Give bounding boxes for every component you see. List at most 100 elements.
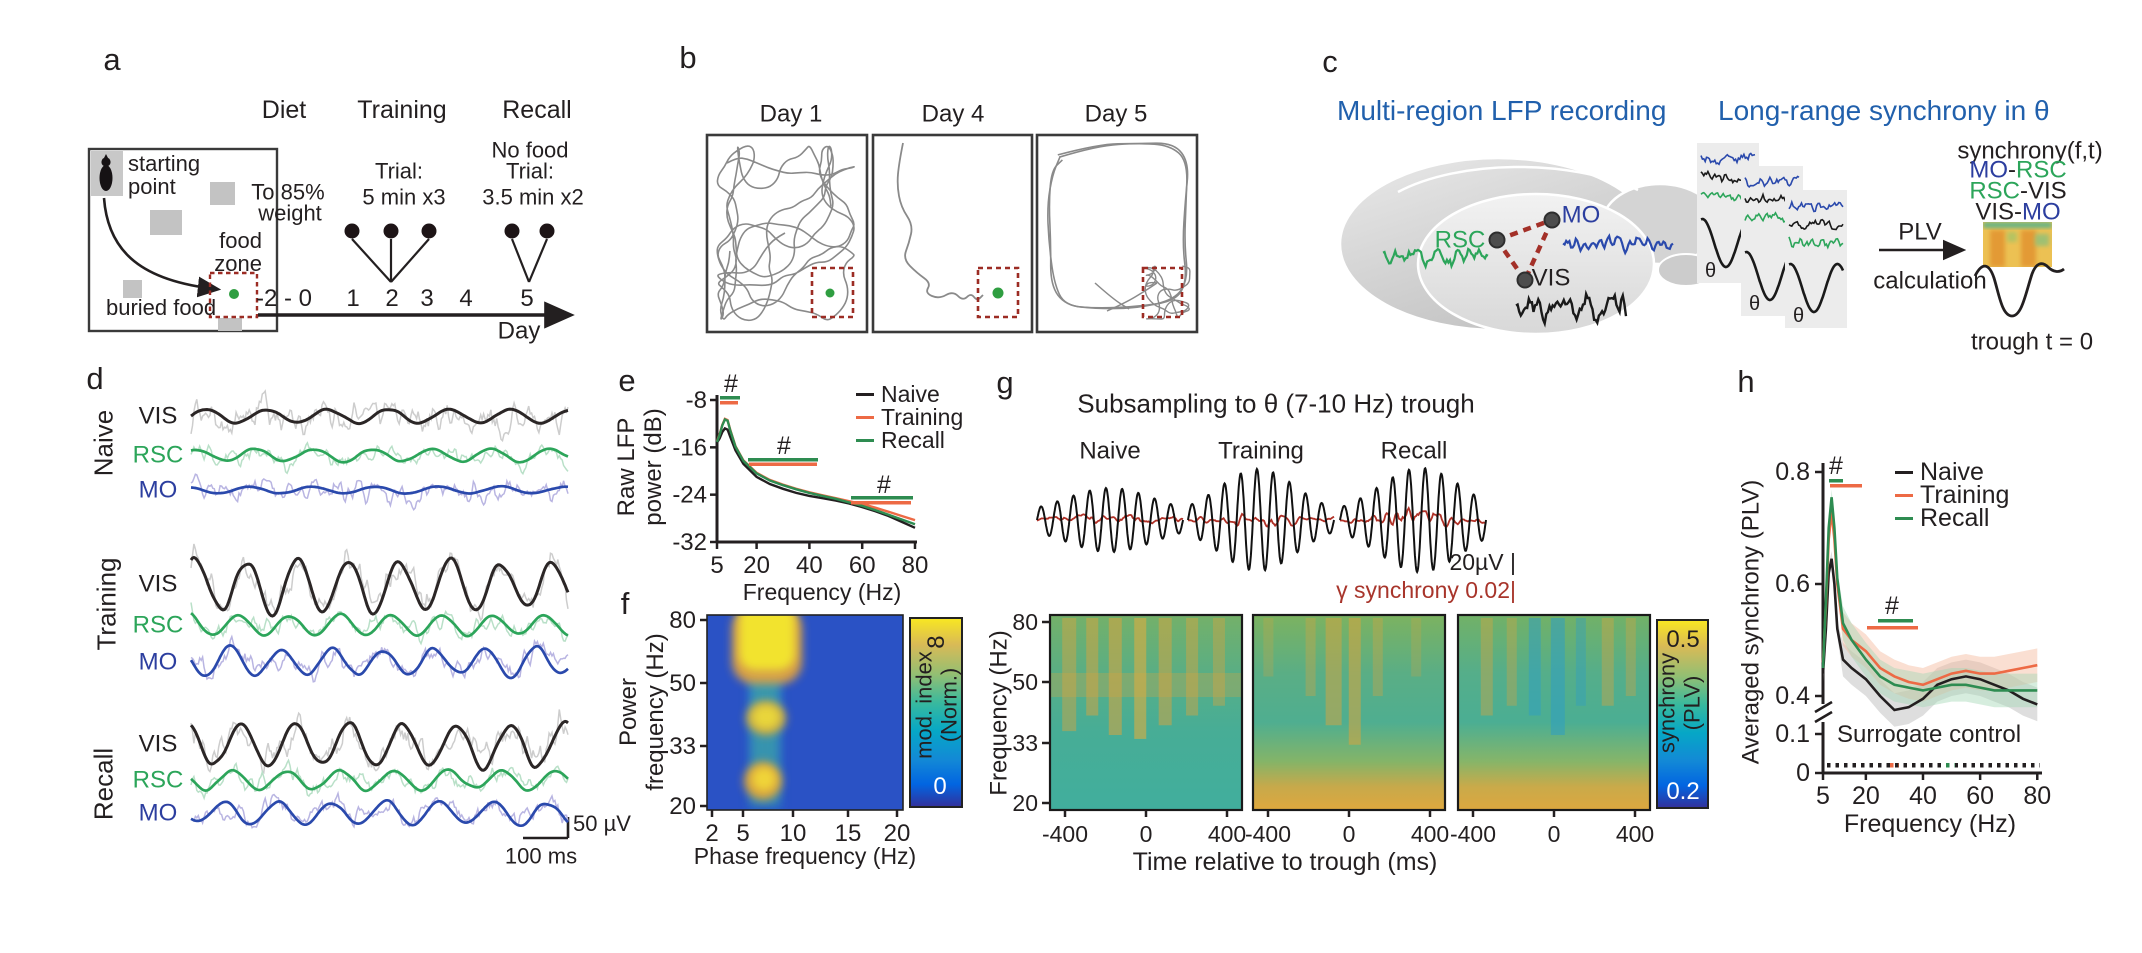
panel-d-letter: d (86, 361, 104, 396)
time-scale-label: 100 ms (504, 843, 578, 869)
svg-text:5: 5 (736, 820, 749, 847)
row-training: Training (91, 557, 122, 651)
g-cond-recall: Recall (1380, 437, 1448, 465)
brain-sulcus (1397, 165, 1639, 194)
diet-note-2: weight (258, 200, 322, 226)
plv-arrow (1879, 239, 1967, 261)
svg-text:0.8: 0.8 (1775, 458, 1810, 486)
svg-text:400: 400 (1616, 821, 1654, 847)
h-xlabel: Frequency (Hz) (1843, 809, 2017, 838)
starting-point-label: starting point (128, 151, 201, 200)
day-axis-label: Day (497, 317, 541, 345)
calculation-label: calculation (1873, 267, 1987, 295)
svg-text:80: 80 (669, 607, 696, 634)
svg-text:400: 400 (1411, 821, 1449, 847)
phase-recall: Recall (502, 95, 572, 124)
mo-electrode (1543, 211, 1561, 229)
svg-text:Surrogate control: Surrogate control (1837, 721, 2021, 748)
rat-icon (99, 154, 113, 191)
vis-electrode (1516, 271, 1534, 289)
channel-label-rsc: RSC (132, 611, 184, 639)
svg-text:50: 50 (669, 670, 696, 697)
g-synchrony-scale: γ synchrony 0.02| (1336, 577, 1516, 603)
pair-mo-rsc: MO-RSC (1969, 157, 2066, 182)
voltage-scale-label: 50 µV (573, 811, 631, 836)
svg-text:-400: -400 (1042, 821, 1088, 847)
theta-packets (1036, 466, 1487, 575)
day1-box (705, 133, 869, 334)
phase-training: Training (357, 95, 447, 124)
channel-label-vis: VIS (138, 730, 178, 758)
pair-part: - (2019, 177, 2028, 205)
legend-item-naive: Naive (1895, 458, 2009, 486)
day5-food-zone (1141, 266, 1184, 319)
svg-text:5: 5 (1816, 782, 1830, 810)
svg-text:5: 5 (520, 285, 533, 312)
plv-label: PLV (1898, 218, 1942, 246)
g-cond-naive: Naive (1079, 437, 1141, 465)
svg-text:0.4: 0.4 (1775, 682, 1810, 710)
diet-note-1: To 85% (251, 179, 325, 205)
food-zone-box (208, 271, 259, 319)
svg-text:0: 0 (1140, 821, 1153, 847)
g-xlabel: Time relative to trough (ms) (1132, 847, 1438, 876)
e-legend: Naive Training Recall (856, 381, 963, 453)
svg-text:80: 80 (902, 552, 929, 579)
legend-item-training: Training (1895, 481, 2009, 509)
pair-part: - (2008, 156, 2016, 184)
lfp-traces (189, 389, 570, 840)
row-naive: Naive (88, 409, 119, 477)
c-left-title: Multi-region LFP recording (1337, 95, 1667, 126)
pair-rsc-vis: RSC-VIS (1969, 178, 2066, 203)
trough-wave (1973, 262, 2065, 318)
day4-food-dot (992, 287, 1004, 299)
svg-text:4: 4 (459, 285, 472, 312)
channel-label-mo: MO (138, 476, 178, 504)
svg-text:θ: θ (1793, 305, 1804, 327)
svg-text:-400: -400 (1450, 821, 1496, 847)
svg-text:θ: θ (1749, 293, 1760, 315)
c-right-title: Long-range synchrony in θ (1718, 95, 2050, 126)
svg-text:2: 2 (385, 285, 398, 312)
svg-text:15: 15 (835, 820, 862, 847)
h-legend: Naive Training Recall (1895, 458, 2009, 532)
svg-text:2: 2 (705, 820, 718, 847)
buried-food-dot (229, 289, 239, 299)
svg-text:400: 400 (1208, 821, 1246, 847)
panel-g-letter: g (996, 365, 1014, 400)
mo-label: MO (1561, 201, 1601, 229)
comodulogram-heatmap (707, 615, 903, 810)
panel-b-letter: b (679, 40, 697, 75)
svg-text:20: 20 (1852, 782, 1880, 810)
svg-text:#: # (724, 370, 738, 398)
svg-text:#: # (1829, 452, 1843, 480)
svg-text:3: 3 (420, 285, 433, 312)
svg-text:60: 60 (849, 552, 876, 579)
arena-schematic (87, 147, 279, 333)
svg-text:#: # (1885, 592, 1899, 620)
svg-text:0.1: 0.1 (1775, 720, 1810, 748)
day1-food-zone (810, 266, 855, 319)
svg-text:0: 0 (1548, 821, 1561, 847)
recall-note-3: 3.5 min x2 (482, 184, 584, 210)
svg-text:33: 33 (669, 733, 696, 760)
g-voltage-scale: 20µV | (1449, 549, 1516, 575)
day4-trajectory (896, 142, 984, 301)
synchrony-mini-heatmap (1983, 222, 2052, 267)
g-colorbar-label: synchrony (PLV) (1654, 652, 1704, 754)
legend-item-recall: Recall (856, 427, 963, 453)
lfp-power-plot: -8 -16 -24 -325 20 40 60 80 # # # (672, 370, 929, 579)
theta-trace-cards: θ θ θ (1697, 143, 1847, 328)
path-arrow (102, 197, 222, 298)
g-ylabel: Frequency (Hz) (985, 630, 1013, 796)
svg-text:0.2: 0.2 (1666, 778, 1699, 805)
comodulogram: 80 50 33 20 2 5 10 15 20 8 0 (669, 607, 963, 847)
f-colorbar-min: 0 (933, 773, 946, 800)
day5-title: Day 5 (1084, 100, 1148, 128)
recall-note-1: No food (491, 137, 569, 163)
day5-box (1035, 133, 1199, 334)
svg-text:60: 60 (1966, 782, 1994, 810)
svg-text:80: 80 (1012, 609, 1038, 635)
svg-text:-16: -16 (672, 434, 707, 461)
